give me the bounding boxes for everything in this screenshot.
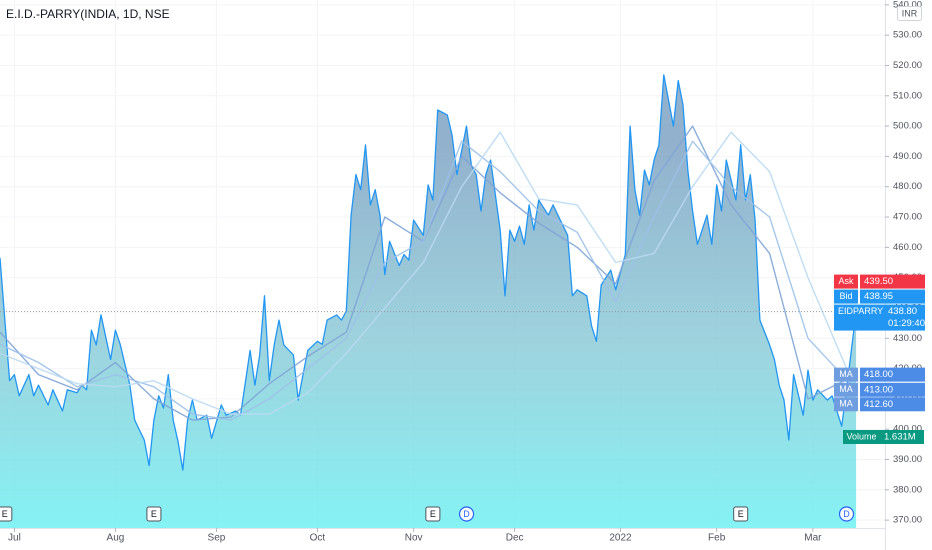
tag-name: MA (839, 369, 853, 379)
volume-value: 1.631M (884, 432, 916, 443)
y-tick-label: 520.00 (893, 60, 922, 71)
tag-value-box (860, 289, 925, 304)
dividend-marker-label[interactable]: D (843, 509, 850, 519)
tag-countdown: 01:29:40 (888, 318, 925, 329)
y-tick-label: 430.00 (893, 333, 922, 344)
tag-value: 413.00 (864, 384, 893, 395)
currency-label[interactable]: INR (902, 8, 918, 18)
y-tick-label: 500.00 (893, 121, 922, 132)
price-line (0, 74, 857, 471)
x-tick-label: 2022 (609, 533, 632, 544)
currency-box[interactable] (897, 6, 922, 21)
earnings-marker[interactable] (0, 506, 13, 522)
tag-last-box (834, 304, 925, 331)
earnings-marker[interactable] (425, 506, 441, 522)
x-tick-label: Sep (208, 533, 226, 544)
volume-name: Volume (846, 431, 876, 441)
tag-name-box (834, 397, 858, 412)
y-tick-label: 470.00 (893, 212, 922, 223)
tag-name: Ask (838, 276, 854, 286)
tag-last-value: 438.80 (888, 306, 917, 317)
x-tick-label: Dec (506, 533, 524, 544)
dividend-marker[interactable] (458, 506, 475, 522)
x-tick-label: Oct (310, 533, 326, 544)
tag-value-box (860, 397, 925, 412)
tag-name-box (834, 367, 858, 382)
tag-name-box (834, 289, 858, 304)
earnings-marker[interactable] (733, 506, 749, 522)
tag-name: MA (839, 399, 853, 409)
tag-name-box (834, 274, 858, 289)
plot-area: E E E ED D (0, 74, 885, 529)
earnings-marker-label[interactable]: E (151, 509, 157, 519)
tag-name-box (834, 382, 858, 397)
x-tick-label: Feb (708, 533, 726, 544)
y-tick-label: 540.00 (893, 0, 922, 10)
y-tick-label: 370.00 (893, 515, 922, 526)
y-tick-label: 380.00 (893, 484, 922, 495)
x-tick-label: Aug (107, 533, 125, 544)
y-tick-label: 460.00 (893, 242, 922, 253)
tag-value-box (860, 274, 925, 289)
tag-value-box (860, 382, 925, 397)
y-tick-label: 530.00 (893, 30, 922, 41)
volume-name-box (843, 430, 880, 444)
earnings-marker[interactable] (146, 506, 162, 522)
y-tick-label: 480.00 (893, 181, 922, 192)
dividend-marker-label[interactable]: D (463, 509, 470, 519)
x-tick-label: Jul (8, 533, 21, 544)
tag-value: 412.60 (864, 399, 893, 410)
price-area (0, 74, 857, 529)
y-tick-label: 400.00 (893, 424, 922, 435)
volume-value-box (880, 430, 924, 444)
dividend-marker[interactable] (838, 506, 855, 522)
tag-name: MA (839, 384, 853, 394)
y-tick-label: 390.00 (893, 454, 922, 465)
tag-value: 418.00 (864, 369, 893, 380)
price-tags: Ask 439.50 Bid 438.95 EIDPARRY 438.8001:29:40… (834, 274, 925, 444)
y-tick-label: 490.00 (893, 151, 922, 162)
tag-name: Bid (839, 291, 852, 301)
tag-value: 438.95 (864, 291, 893, 302)
earnings-marker-label[interactable]: E (430, 509, 436, 519)
moving-average-line (0, 131, 857, 415)
tag-value: 439.50 (864, 276, 893, 287)
earnings-marker-label[interactable]: E (738, 509, 744, 519)
chart-title: E.I.D.-PARRY(INDIA, 1D, NSE (6, 7, 170, 21)
tag-value-box (860, 367, 925, 382)
x-tick-label: Nov (405, 533, 423, 544)
y-tick-label: 510.00 (893, 90, 922, 101)
x-tick-label: Mar (804, 533, 822, 544)
earnings-marker-label[interactable]: E (2, 509, 8, 519)
tag-last-name: EIDPARRY (838, 306, 883, 316)
